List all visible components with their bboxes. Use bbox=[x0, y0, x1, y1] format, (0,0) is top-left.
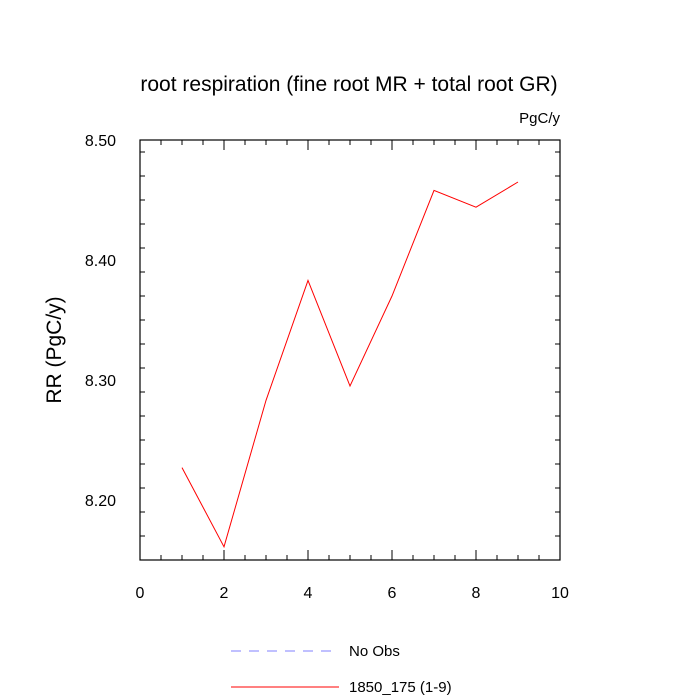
axis-tick-labels: 0 2 4 6 8 10 8.20 8.30 8.40 8.50 bbox=[85, 133, 569, 602]
x-tick-label: 10 bbox=[551, 585, 569, 602]
x-tick-label: 0 bbox=[136, 585, 145, 602]
y-tick-label: 8.50 bbox=[85, 133, 116, 150]
series-group bbox=[181, 181, 519, 549]
units-label: PgC/y bbox=[519, 110, 560, 127]
y-tick-label: 8.20 bbox=[85, 493, 116, 510]
axis-ticks bbox=[139, 140, 561, 561]
series-line bbox=[181, 181, 519, 549]
y-tick-label: 8.30 bbox=[85, 373, 116, 390]
y-tick-label: 8.40 bbox=[85, 253, 116, 270]
x-tick-label: 4 bbox=[304, 585, 313, 602]
x-tick-label: 2 bbox=[220, 585, 229, 602]
legend-label: 1850_175 (1-9) bbox=[349, 679, 452, 696]
y-axis-label: RR (PgC/y) bbox=[43, 296, 66, 403]
legend: No Obs 1850_175 (1-9) bbox=[231, 643, 452, 696]
x-tick-label: 8 bbox=[472, 585, 481, 602]
x-tick-label: 6 bbox=[388, 585, 397, 602]
chart-title: root respiration (fine root MR + total r… bbox=[140, 73, 557, 96]
legend-label: No Obs bbox=[349, 643, 400, 660]
plot-frame bbox=[139, 139, 561, 561]
